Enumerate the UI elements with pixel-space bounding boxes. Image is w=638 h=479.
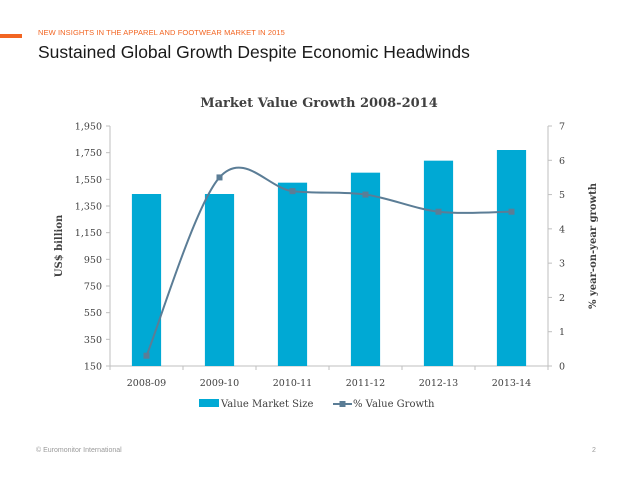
y-tick-label: 1,350 bbox=[75, 202, 102, 213]
y2-tick-label: 7 bbox=[559, 122, 565, 133]
eyebrow-text: NEW INSIGHTS IN THE APPAREL AND FOOTWEAR… bbox=[38, 28, 285, 37]
y-tick-label: 750 bbox=[84, 282, 102, 293]
growth-line bbox=[145, 166, 512, 357]
y2-tick-label: 4 bbox=[559, 224, 565, 235]
y-tick-label: 350 bbox=[84, 335, 102, 346]
growth-marker bbox=[143, 352, 150, 359]
y-tick-label: 1,950 bbox=[75, 122, 102, 133]
bar bbox=[131, 194, 162, 366]
y2-axis-label: % year-on-year growth bbox=[588, 182, 599, 309]
page-number: 2 bbox=[592, 447, 596, 454]
x-tick-label: 2013-14 bbox=[492, 378, 531, 389]
x-tick-label: 2011-12 bbox=[346, 378, 385, 389]
y2-tick-label: 2 bbox=[559, 293, 565, 304]
bar bbox=[350, 172, 381, 366]
bar bbox=[496, 150, 527, 366]
legend-bar-swatch bbox=[199, 399, 219, 407]
bar bbox=[204, 194, 235, 366]
legend-line-label: % Value Growth bbox=[353, 399, 435, 410]
y-axis-label: US$ billion bbox=[54, 214, 65, 277]
bar bbox=[277, 182, 308, 366]
growth-marker bbox=[435, 208, 442, 215]
x-tick-label: 2010-11 bbox=[273, 378, 312, 389]
accent-bar bbox=[0, 34, 22, 38]
y2-tick-label: 3 bbox=[559, 259, 565, 270]
footer-source: © Euromonitor International bbox=[36, 447, 122, 454]
legend-bar-label: Value Market Size bbox=[220, 399, 313, 410]
growth-marker bbox=[216, 174, 223, 181]
growth-marker bbox=[508, 208, 515, 215]
y-tick-label: 1,150 bbox=[75, 228, 102, 239]
chart-title: Market Value Growth 2008-2014 bbox=[200, 96, 438, 111]
legend-line-marker bbox=[339, 401, 346, 407]
x-tick-label: 2012-13 bbox=[419, 378, 458, 389]
y-tick-label: 1,750 bbox=[75, 148, 102, 159]
y2-tick-label: 5 bbox=[559, 190, 565, 201]
page-title: Sustained Global Growth Despite Economic… bbox=[38, 42, 470, 62]
y-tick-label: 550 bbox=[84, 308, 102, 319]
y-tick-label: 150 bbox=[84, 362, 102, 373]
y2-tick-label: 1 bbox=[559, 327, 565, 338]
growth-marker bbox=[289, 188, 296, 195]
x-tick-label: 2009-10 bbox=[200, 378, 239, 389]
y-tick-label: 1,550 bbox=[75, 175, 102, 186]
bar bbox=[423, 160, 454, 366]
y2-tick-label: 6 bbox=[559, 156, 565, 167]
y2-tick-label: 0 bbox=[559, 362, 565, 373]
growth-marker bbox=[362, 191, 369, 198]
x-tick-label: 2008-09 bbox=[127, 378, 166, 389]
y-tick-label: 950 bbox=[84, 255, 102, 266]
